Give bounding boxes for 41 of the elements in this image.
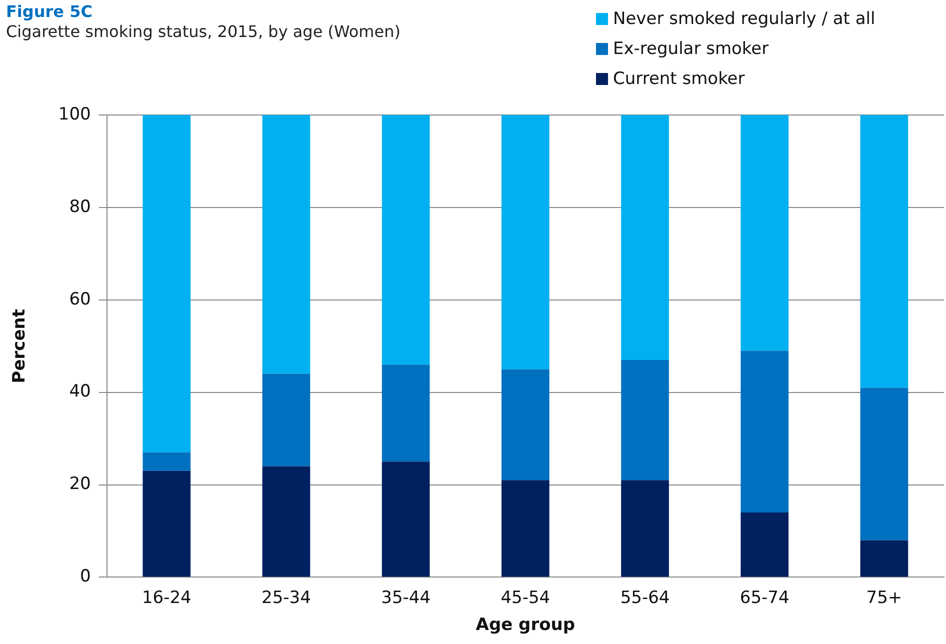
bar [262, 466, 310, 577]
bar [621, 115, 669, 360]
legend-label: Current smoker [613, 69, 745, 89]
y-tick-label: 80 [69, 196, 91, 217]
bar [382, 115, 430, 365]
y-tick-label: 0 [80, 566, 91, 587]
bar [382, 364, 430, 462]
x-tick-label: 35-44 [381, 588, 431, 608]
bar [860, 540, 908, 577]
bar [621, 360, 669, 480]
y-tick-label: 20 [69, 474, 91, 494]
x-tick-label: 55-64 [620, 588, 670, 608]
x-tick-label: 25-34 [262, 588, 311, 608]
chart-subtitle: Cigarette smoking status, 2015, by age (Women) [6, 22, 400, 41]
chart-title: Figure 5C [6, 2, 92, 21]
bar [502, 115, 550, 370]
bar [142, 452, 191, 471]
legend-label: Ex-regular smoker [613, 39, 769, 59]
x-tick-label: 16-24 [142, 588, 192, 608]
bar [142, 470, 191, 577]
bar [262, 374, 310, 466]
bar [142, 115, 191, 452]
bar [621, 480, 669, 577]
y-tick-label: 40 [69, 382, 91, 402]
x-tick-label: 65-74 [740, 588, 790, 608]
x-axis-title: Age group [476, 615, 576, 636]
bar [740, 115, 789, 351]
bar [860, 115, 908, 388]
bar [502, 480, 550, 577]
bar [502, 369, 550, 480]
bar [262, 115, 310, 374]
y-axis-title: Percent [10, 308, 30, 384]
bar [740, 350, 789, 512]
bar [860, 388, 908, 540]
x-tick-label: 45-54 [500, 588, 550, 608]
x-tick-label: 75+ [866, 588, 902, 608]
legend-label: Never smoked regularly / at all [613, 9, 876, 29]
y-tick-label: 60 [69, 289, 91, 310]
bar [382, 462, 430, 577]
y-tick-label: 100 [58, 104, 91, 124]
bar [740, 512, 789, 577]
